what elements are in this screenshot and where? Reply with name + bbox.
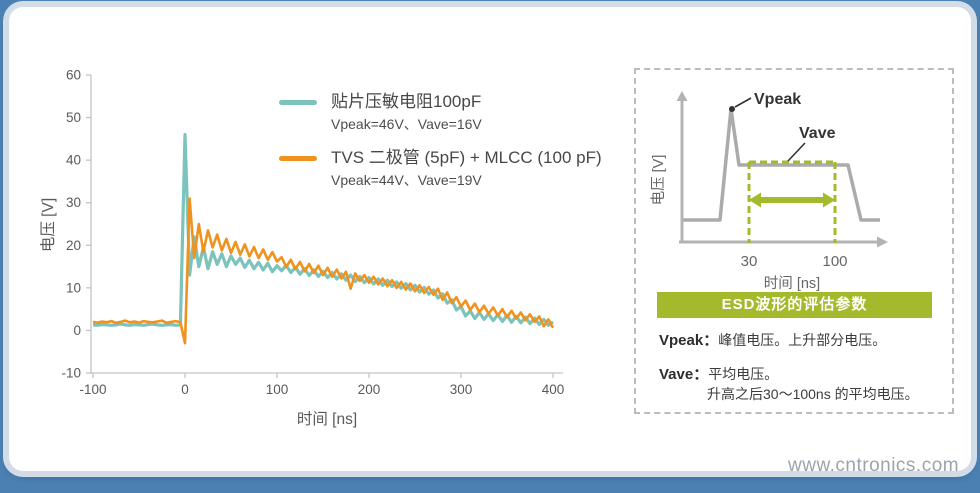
vpeak-dot (729, 106, 735, 112)
watermark: www.cntronics.com (788, 455, 960, 476)
legend-values: Vpeak=46V、Vave=16V (331, 116, 482, 132)
x-axis-ticks: -100 0 100 200 300 400 (79, 373, 564, 397)
vpeak-label: Vpeak (754, 91, 801, 108)
inset-tick-100: 100 (822, 253, 847, 270)
vpeak-term: Vpeak： (659, 332, 719, 349)
inset-y-axis-arrow-icon (676, 91, 688, 101)
vave-term: Vave： (659, 366, 709, 383)
vpeak-definition: 峰值电压。上升部分电压。 (718, 332, 887, 348)
inset-x-axis-arrow-icon (877, 236, 888, 248)
x-tick-label: 0 (181, 382, 189, 397)
inset-x-axis-title: 时间 [ns] (764, 275, 820, 292)
waveform-lines (92, 132, 555, 345)
legend-item-tvs-mlcc: TVS 二极管 (5pF) + MLCC (100 pF) Vpeak=44V、… (279, 147, 609, 190)
series-line-0 (92, 132, 554, 327)
chart-legend: 贴片压敏电阻100pF Vpeak=46V、Vave=16V TVS 二极管 (… (279, 91, 609, 203)
y-tick-label: 50 (66, 110, 81, 125)
y-axis-ticks: 60 50 40 30 20 10 0 -10 (61, 68, 91, 381)
y-tick-label: 0 (73, 323, 81, 338)
legend-values: Vpeak=44V、Vave=19V (331, 172, 482, 188)
y-tick-label: 40 (66, 153, 81, 168)
vpeak-description: Vpeak：峰值电压。上升部分电压。 (659, 329, 886, 350)
inset-pulse-waveform (683, 107, 880, 222)
duration-arrow-right-icon (823, 192, 835, 208)
x-tick-label: 200 (358, 382, 381, 397)
vave-label: Vave (799, 125, 836, 142)
x-tick-label: 300 (450, 382, 473, 397)
esd-parameter-panel: Vpeak Vave 30 100 时间 [ns] 电压 [V] ESD波形的评… (634, 68, 954, 414)
vave-pointer-line (787, 142, 806, 162)
y-axis-title: 电压 [V] (39, 198, 57, 252)
series-line-1 (92, 197, 555, 345)
inset-tick-30: 30 (741, 253, 758, 270)
duration-arrow-left-icon (749, 192, 761, 208)
legend-label: 贴片压敏电阻100pF (331, 92, 482, 111)
content-card: 60 50 40 30 20 10 0 -10 -100 0 100 200 300 400 电压 [V… (9, 7, 971, 471)
esd-pulse-diagram: Vpeak Vave 30 100 时间 [ns] 电压 [V] (650, 91, 888, 292)
legend-label: TVS 二极管 (5pF) + MLCC (100 pF) (331, 148, 602, 167)
x-tick-label: 100 (266, 382, 289, 397)
y-tick-label: 60 (66, 68, 81, 83)
y-tick-label: 30 (66, 195, 81, 210)
legend-item-varistor: 贴片压敏电阻100pF Vpeak=46V、Vave=16V (279, 91, 609, 134)
x-tick-label: -100 (79, 382, 106, 397)
varistor-line-swatch (279, 100, 317, 105)
panel-banner: ESD波形的评估参数 (657, 292, 932, 318)
vpeak-pointer-line (734, 97, 752, 108)
vave-description-line2: 升高之后30～100ns 的平均电压。 (707, 386, 919, 402)
x-axis-title: 时间 [ns] (297, 410, 357, 428)
vave-description: Vave：平均电压。 (659, 363, 778, 384)
y-tick-label: -10 (61, 366, 81, 381)
main-chart-area: 60 50 40 30 20 10 0 -10 -100 0 100 200 300 400 电压 [V… (29, 62, 609, 442)
vave-definition: 平均电压。 (708, 366, 779, 382)
inset-y-axis-title: 电压 [V] (650, 155, 667, 206)
y-tick-label: 20 (66, 238, 81, 253)
y-tick-label: 10 (66, 280, 81, 295)
x-tick-label: 400 (542, 382, 565, 397)
tvs-line-swatch (279, 156, 317, 161)
